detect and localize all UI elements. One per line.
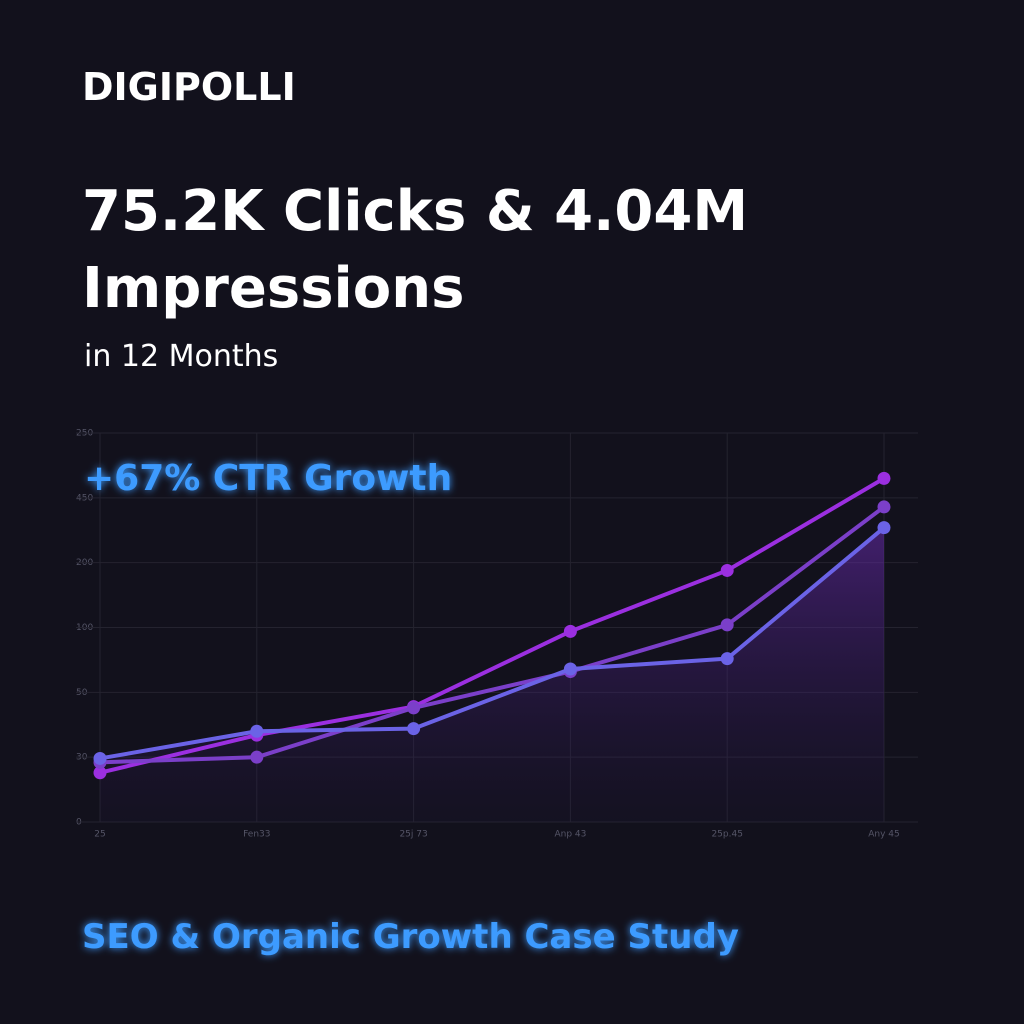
data-point xyxy=(877,500,891,514)
data-point xyxy=(720,563,734,577)
x-tick-label: Any 45 xyxy=(868,830,900,840)
headline-line: 75.2K Clicks & 4.04M xyxy=(82,179,748,244)
data-point xyxy=(720,618,734,632)
series-line xyxy=(99,526,886,761)
brand-logo: DIGIPOLLI xyxy=(82,65,296,109)
data-point xyxy=(563,662,577,676)
headline-line: Impressions xyxy=(82,256,464,321)
x-tick-label: 25j 73 xyxy=(399,830,427,840)
data-point xyxy=(720,652,734,666)
annotation: +67% CTR Growth xyxy=(84,458,452,499)
data-point xyxy=(563,624,577,638)
data-point xyxy=(93,766,107,780)
data-point xyxy=(407,701,421,715)
x-tick-label: 25 xyxy=(94,830,105,840)
series-line xyxy=(99,505,886,765)
data-point xyxy=(407,722,421,736)
x-tick-label: 25p.45 xyxy=(711,830,742,840)
data-point xyxy=(250,750,264,764)
data-point xyxy=(250,724,264,738)
data-point xyxy=(93,751,107,765)
subheadline: in 12 Months xyxy=(84,339,278,374)
data-point xyxy=(877,521,891,535)
area xyxy=(100,527,884,822)
series-line xyxy=(99,476,886,775)
footer: SEO & Organic Growth Case Study xyxy=(82,917,739,957)
x-tick-label: Fen33 xyxy=(243,830,270,840)
x-tick-label: Anp 43 xyxy=(554,830,586,840)
data-point xyxy=(877,471,891,485)
